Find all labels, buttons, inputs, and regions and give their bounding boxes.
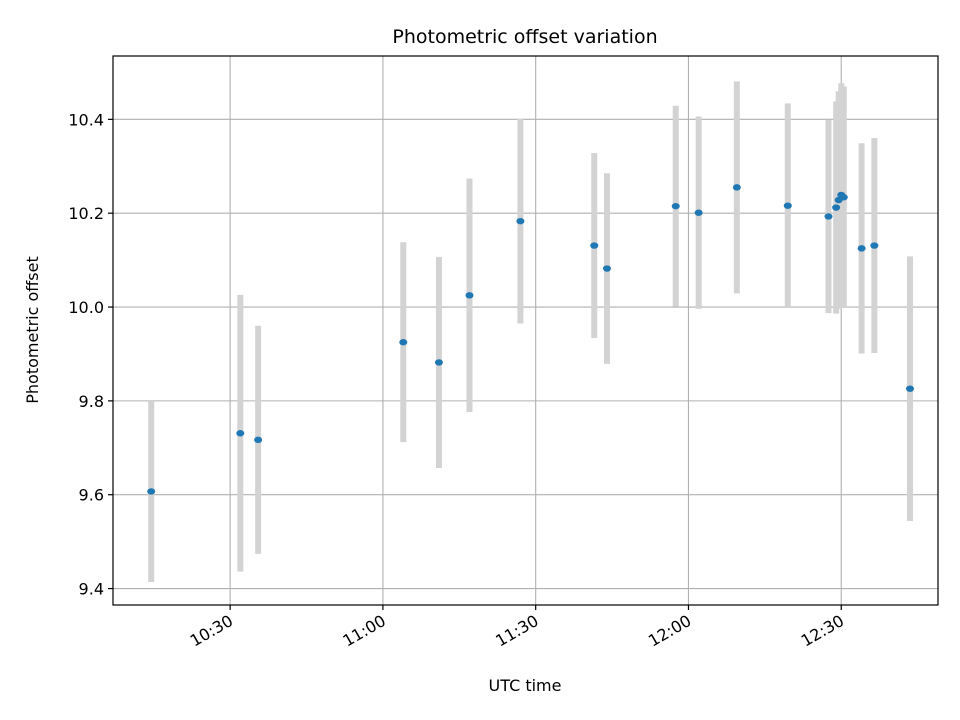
x-tick-label: 11:00	[339, 611, 388, 651]
x-tick-label: 12:30	[798, 611, 847, 651]
x-tick-label: 11:30	[492, 611, 541, 651]
plot-frame	[112, 55, 939, 606]
x-axis-label: UTC time	[489, 676, 562, 695]
data-point	[671, 202, 680, 210]
x-tick-label: 10:30	[187, 611, 236, 651]
error-bars	[148, 81, 913, 583]
x-tick-label: 12:00	[645, 611, 694, 651]
data-point	[434, 359, 443, 366]
data-point	[832, 204, 841, 211]
data-point	[590, 242, 599, 249]
data-point	[147, 488, 156, 495]
data-point	[254, 436, 263, 444]
y-tick-label: 9.4	[79, 580, 104, 599]
grid-lines	[113, 56, 938, 605]
data-point	[905, 385, 914, 392]
data-point	[516, 217, 525, 225]
data-point	[824, 213, 833, 220]
data-point	[399, 339, 408, 346]
y-axis-label: Photometric offset	[23, 256, 42, 404]
data-point	[602, 265, 611, 272]
data-point	[839, 194, 848, 201]
data-point	[236, 430, 245, 437]
y-tick-label: 9.6	[79, 486, 104, 505]
y-tick-label: 10.2	[68, 204, 104, 223]
data-point	[732, 184, 741, 191]
data-point	[857, 245, 866, 252]
data-point	[870, 242, 879, 249]
data-point	[465, 292, 474, 299]
data-points	[147, 184, 914, 495]
axis-ticks: 10:30 11:00 11:30 12:00 12:30 9.4 9.6 9.8 10.0 10…	[68, 110, 847, 650]
y-tick-label: 10.0	[68, 298, 104, 317]
y-tick-label: 10.4	[68, 110, 104, 129]
chart-title: Photometric offset variation	[392, 26, 657, 48]
data-point	[783, 202, 792, 209]
data-point	[694, 209, 703, 216]
y-tick-label: 9.8	[79, 392, 104, 411]
